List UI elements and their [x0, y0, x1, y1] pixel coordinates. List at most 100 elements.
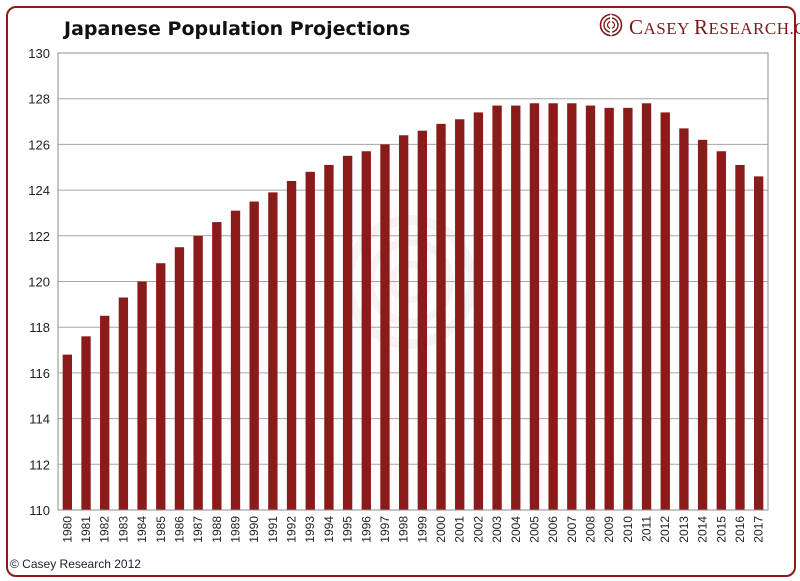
x-tick-label: 1993 — [303, 516, 317, 543]
y-tick-label: 126 — [28, 137, 50, 152]
bar — [436, 123, 446, 511]
y-tick-label: 122 — [28, 229, 50, 244]
bar — [511, 105, 521, 511]
bar — [361, 151, 371, 510]
logo-initial-r: R — [694, 15, 709, 39]
x-tick-label: 2017 — [752, 516, 766, 543]
bar — [660, 112, 670, 510]
bar — [62, 354, 73, 510]
bar — [81, 336, 91, 510]
x-axis-tick-labels: 1980 1981 1982 1983 1984 1985 1986 1987 1988 1989… — [60, 516, 765, 543]
x-tick-label: 1987 — [191, 516, 205, 543]
bar-series — [62, 103, 764, 511]
x-tick-label: 2008 — [584, 516, 598, 543]
bar — [417, 130, 428, 510]
bar — [324, 164, 334, 510]
y-tick-label: 112 — [29, 457, 50, 472]
bar — [249, 201, 259, 510]
plot-border — [57, 52, 769, 511]
bar — [212, 222, 222, 510]
bar — [342, 155, 353, 510]
x-tick-label: 1985 — [154, 516, 168, 543]
logo-word-esearch: ESEARCH.COM — [708, 19, 800, 38]
x-tick-label: 2006 — [546, 516, 560, 543]
x-tick-label: 1996 — [359, 516, 373, 543]
y-tick-label: 114 — [29, 412, 50, 427]
bar — [735, 164, 745, 510]
chart-title: Japanese Population Projections — [64, 18, 411, 40]
bar — [641, 103, 652, 511]
y-tick-label: 128 — [28, 92, 50, 107]
casey-spiral-logo-icon — [599, 13, 623, 37]
x-tick-label: 2010 — [621, 516, 635, 543]
plot-area — [57, 52, 769, 511]
bar — [697, 139, 708, 510]
bar — [137, 281, 147, 510]
x-tick-label: 2004 — [509, 516, 523, 543]
y-tick-label: 124 — [28, 183, 50, 198]
bar — [548, 103, 558, 511]
x-tick-label: 1984 — [135, 516, 149, 543]
bar — [585, 105, 596, 511]
x-tick-label: 2014 — [696, 516, 710, 543]
bar — [156, 263, 166, 510]
x-tick-label: 2007 — [565, 516, 579, 543]
y-tick-label: 110 — [29, 503, 50, 518]
bar — [268, 192, 278, 510]
bar — [604, 107, 614, 510]
bar — [455, 119, 465, 510]
x-tick-label: 1986 — [172, 516, 186, 543]
logo-wordmark: CASEY RESEARCH.COM — [629, 15, 800, 40]
y-tick-label: 130 — [28, 46, 50, 61]
bar — [492, 105, 502, 511]
x-tick-label: 1999 — [415, 516, 429, 543]
x-tick-label: 1994 — [322, 516, 336, 543]
bar — [118, 297, 129, 510]
copyright-footer: © Casey Research 2012 — [10, 557, 141, 571]
x-tick-label: 2012 — [658, 516, 672, 543]
x-tick-label: 2000 — [434, 516, 448, 543]
x-tick-label: 1992 — [285, 516, 299, 543]
x-tick-label: 2005 — [527, 516, 541, 543]
x-tick-label: 1989 — [229, 516, 243, 543]
x-tick-label: 2002 — [471, 516, 485, 543]
x-tick-label: 1988 — [210, 516, 224, 543]
x-tick-label: 1990 — [247, 516, 261, 543]
y-axis-tick-labels: 110 112 114 116 118 120 122 124 126 128 130 — [28, 46, 50, 518]
x-tick-label: 2003 — [490, 516, 504, 543]
x-tick-label: 1981 — [79, 516, 93, 543]
casey-research-logo: CASEY RESEARCH.COM — [599, 13, 800, 39]
x-tick-label: 2001 — [453, 516, 467, 543]
x-tick-label: 1991 — [266, 516, 280, 543]
logo-word-asey: ASEY — [643, 19, 690, 38]
x-tick-label: 1995 — [341, 516, 355, 543]
x-tick-label: 1998 — [397, 516, 411, 543]
x-tick-label: 2016 — [733, 516, 747, 543]
x-tick-label: 2009 — [602, 516, 616, 543]
bar — [193, 235, 203, 511]
x-tick-label: 2013 — [677, 516, 691, 543]
bar — [286, 180, 297, 510]
bar — [716, 151, 726, 510]
bar — [398, 135, 409, 510]
y-tick-label: 118 — [29, 320, 50, 335]
bar — [100, 315, 110, 510]
y-tick-label: 116 — [29, 366, 50, 381]
x-tick-label: 2011 — [640, 516, 654, 542]
bar — [174, 247, 185, 510]
bar — [753, 176, 764, 510]
x-tick-label: 1997 — [378, 516, 392, 543]
bar — [679, 128, 689, 510]
bar — [380, 144, 390, 510]
bar — [230, 210, 241, 511]
bar — [567, 103, 577, 511]
bar — [529, 103, 540, 511]
bar — [473, 112, 484, 510]
x-tick-label: 2015 — [714, 516, 728, 543]
x-tick-label: 1983 — [116, 516, 130, 543]
x-tick-label: 1982 — [98, 516, 112, 543]
bar — [305, 171, 315, 510]
bar — [623, 107, 633, 510]
y-tick-label: 120 — [28, 275, 50, 290]
